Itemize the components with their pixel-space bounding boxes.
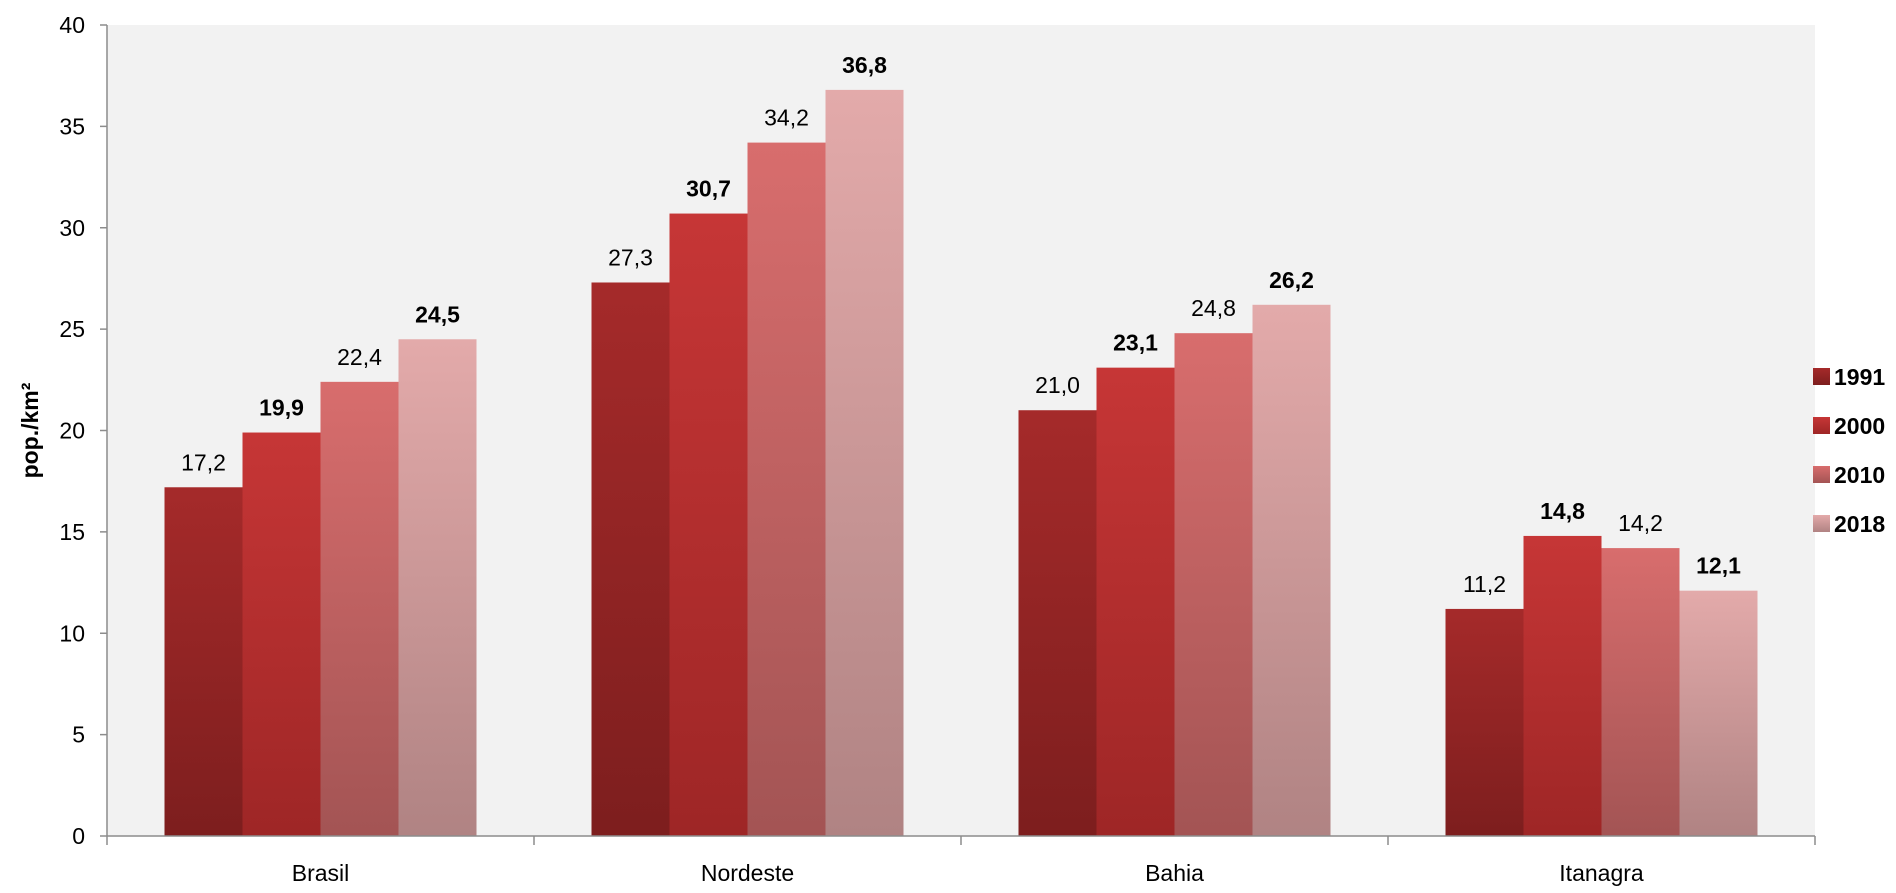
x-tick-label: Brasil [292,860,350,886]
y-tick-label: 15 [59,519,85,545]
legend-label-2018: 2018 [1834,511,1885,537]
bar-1991-brasil [164,487,243,836]
legend-swatch-2018 [1813,515,1830,532]
data-label: 36,8 [842,52,887,78]
y-tick-label: 20 [59,418,85,444]
data-label: 24,8 [1191,295,1236,321]
bar-2000-nordeste [669,213,748,836]
axes-layer: 0 5 10 15 20 25 30 35 40 Brasil Nordeste Bahia Itana… [59,12,1816,886]
data-label: 34,2 [764,105,809,131]
bar-2010-bahia [1174,333,1253,836]
x-tick-label: Itanagra [1559,860,1644,886]
y-axis-title: pop./km² [17,382,43,478]
bar-2018-bahia [1252,304,1331,836]
data-label: 24,5 [415,301,460,327]
data-label: 22,4 [337,344,382,370]
data-label: 14,8 [1540,498,1585,524]
data-label: 27,3 [608,244,653,270]
y-tick-label: 35 [59,113,85,139]
bar-2010-nordeste [747,142,826,837]
legend-label-2000: 2000 [1834,413,1885,439]
value-labels-layer: 17,2 19,9 22,4 24,5 27,3 30,7 34,2 36,8 21,0 23,1… [181,52,1741,597]
bar-2018-brasil [398,339,477,836]
data-label: 21,0 [1035,372,1080,398]
data-label: 19,9 [259,395,304,421]
y-tick-label: 40 [59,12,85,38]
legend-label-1991: 1991 [1834,364,1885,390]
data-label: 23,1 [1113,330,1158,356]
legend-swatch-2000 [1813,417,1830,434]
bar-1991-bahia [1018,410,1097,836]
y-tick-label: 0 [72,823,85,849]
data-label: 12,1 [1696,553,1741,579]
legend: 1991 2000 2010 2018 [1813,364,1885,537]
x-tick-label: Bahia [1145,860,1204,886]
legend-swatch-1991 [1813,368,1830,385]
y-tick-label: 10 [59,620,85,646]
data-label: 11,2 [1463,571,1506,597]
legend-swatch-2010 [1813,466,1830,483]
y-tick-label: 30 [59,215,85,241]
bar-1991-itanagra [1445,608,1524,836]
data-label: 26,2 [1269,267,1314,293]
bar-2000-bahia [1096,367,1175,836]
y-tick-label: 25 [59,316,85,342]
bar-2010-itanagra [1601,548,1680,836]
bar-2018-nordeste [825,89,904,836]
bar-2018-itanagra [1679,590,1758,836]
data-label: 17,2 [181,449,226,475]
bar-1991-nordeste [591,282,670,836]
data-label: 14,2 [1618,510,1663,536]
legend-label-2010: 2010 [1834,462,1885,488]
data-label: 30,7 [686,176,731,202]
bar-2010-brasil [320,381,399,836]
bar-2000-itanagra [1523,535,1602,836]
x-tick-label: Nordeste [701,860,794,886]
y-tick-label: 5 [72,722,85,748]
bars-layer [164,89,1758,837]
bar-2000-brasil [242,432,321,836]
